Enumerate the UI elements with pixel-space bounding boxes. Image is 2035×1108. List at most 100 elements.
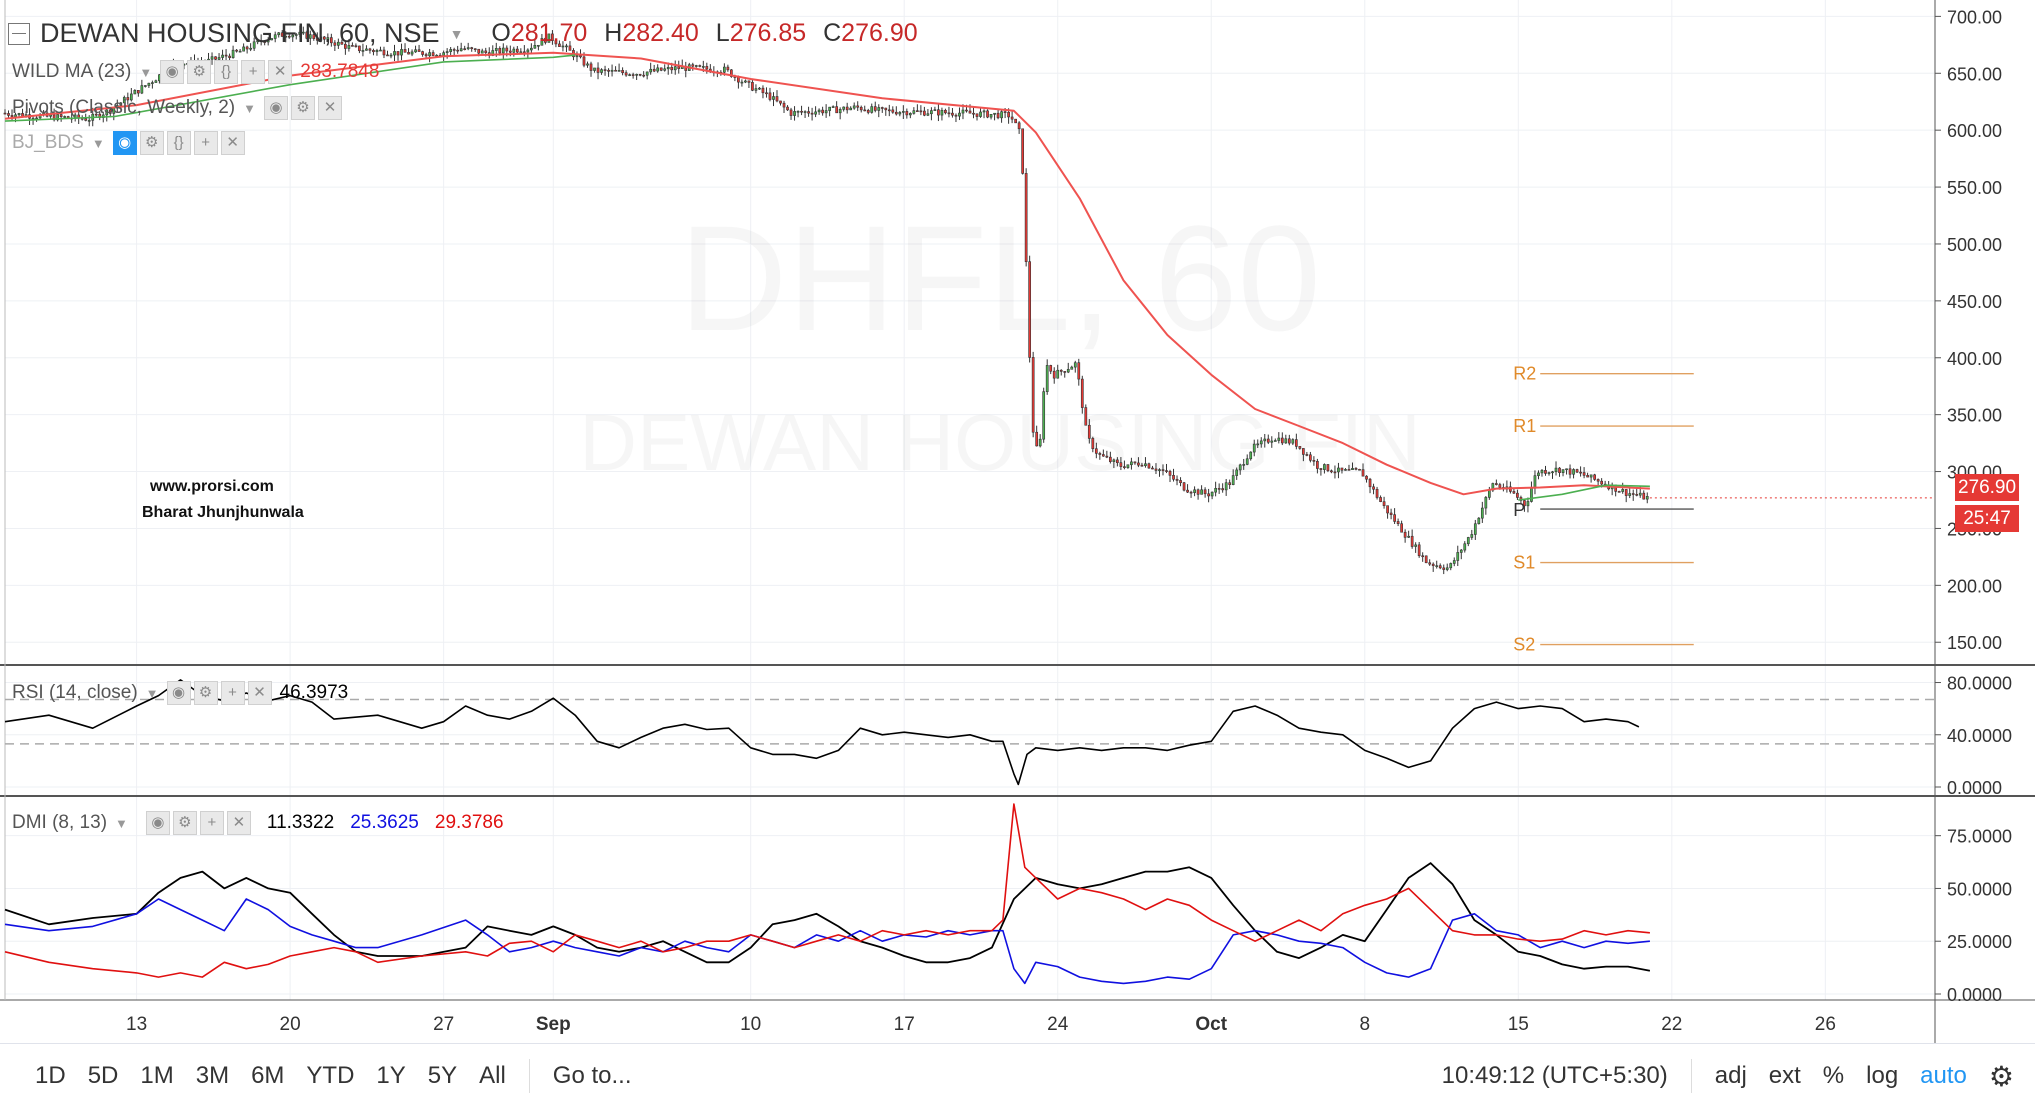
wild-ma-controls: ◉ ⚙ {} + ✕: [160, 60, 293, 84]
bj-bds-legend: BJ_BDS ▼ ◉ ⚙ {} + ✕: [12, 131, 245, 155]
range-1y-button[interactable]: 1Y: [376, 1062, 406, 1089]
rsi-dropdown-icon[interactable]: ▼: [145, 685, 159, 701]
candle-body: [1586, 475, 1589, 478]
wild-ma-settings-icon[interactable]: ⚙: [187, 60, 212, 84]
range-5d-button[interactable]: 5D: [87, 1062, 119, 1089]
rsi-remove-icon[interactable]: ✕: [247, 681, 272, 705]
rsi-add-icon[interactable]: +: [220, 681, 245, 705]
chart-settings-gear-icon[interactable]: ⚙: [1988, 1060, 2014, 1092]
price-axis-tick-label: 550.00: [1947, 178, 2002, 198]
candle-body: [1266, 438, 1270, 443]
price-axis-tick-label: 350.00: [1947, 406, 2002, 426]
candle-body: [277, 32, 281, 36]
range-3m-button[interactable]: 3M: [195, 1062, 230, 1089]
auto-toggle[interactable]: auto: [1920, 1062, 1967, 1089]
candle-body: [782, 102, 786, 108]
range-all-button[interactable]: All: [479, 1062, 506, 1089]
candle-body: [256, 40, 260, 43]
candle-body: [835, 106, 839, 114]
candle-body: [796, 110, 800, 113]
bj-bds-visibility-icon[interactable]: ◉: [112, 131, 137, 155]
candle-body: [873, 106, 877, 111]
dmi-label[interactable]: DMI (8, 13): [12, 812, 108, 833]
range-ytd-button[interactable]: YTD: [306, 1062, 355, 1089]
candle-body: [224, 54, 228, 57]
wild-ma-remove-icon[interactable]: ✕: [268, 60, 293, 84]
bj-bds-add-icon[interactable]: +: [193, 131, 218, 155]
wild-ma-add-icon[interactable]: +: [241, 60, 266, 84]
candle-body: [849, 107, 853, 111]
candle-body: [235, 49, 238, 52]
candle-body: [1624, 489, 1628, 496]
candle-body: [533, 45, 537, 49]
candle-body: [105, 109, 109, 116]
symbol-title[interactable]: DEWAN HOUSING FIN, 60, NSE: [40, 18, 440, 48]
candle-body: [933, 109, 937, 111]
dmi-visibility-icon[interactable]: ◉: [145, 811, 170, 835]
timezone-clock[interactable]: 10:49:12 (UTC+5:30): [1441, 1062, 1668, 1089]
candle-body: [1256, 443, 1260, 446]
pivots-remove-icon[interactable]: ✕: [318, 96, 342, 120]
bj-bds-dropdown-icon[interactable]: ▼: [91, 135, 105, 151]
candle-body: [424, 54, 428, 57]
log-toggle[interactable]: log: [1866, 1062, 1899, 1089]
candle-body: [144, 85, 147, 87]
candle-body: [249, 47, 252, 50]
bj-bds-source-icon[interactable]: {}: [166, 131, 191, 155]
rsi-label[interactable]: RSI (14, close): [12, 682, 138, 703]
candle-body: [1593, 474, 1596, 480]
candle-body: [600, 69, 603, 73]
candle-body: [259, 40, 263, 42]
rsi-visibility-icon[interactable]: ◉: [166, 681, 191, 705]
candle-body: [1168, 471, 1172, 476]
pivots-settings-icon[interactable]: ⚙: [291, 96, 315, 120]
wild-ma-dropdown-icon[interactable]: ▼: [139, 64, 153, 80]
rsi-settings-icon[interactable]: ⚙: [193, 681, 218, 705]
bj-bds-label[interactable]: BJ_BDS: [12, 132, 84, 153]
candle-body: [368, 48, 372, 51]
wild-ma-label[interactable]: WILD MA (23): [12, 61, 132, 82]
candle-body: [126, 97, 130, 101]
candle-body: [1375, 488, 1379, 498]
bj-bds-settings-icon[interactable]: ⚙: [139, 131, 164, 155]
wild-ma-source-icon[interactable]: {}: [214, 60, 239, 84]
candle-body: [17, 113, 21, 116]
main-pane-collapse-icon[interactable]: [8, 22, 30, 45]
candle-body: [389, 54, 393, 57]
candle-body: [1565, 468, 1568, 471]
dmi-add-icon[interactable]: +: [199, 811, 224, 835]
dmi-controls: ◉ ⚙ + ✕: [145, 811, 251, 835]
percent-toggle[interactable]: %: [1822, 1062, 1845, 1089]
range-5y-button[interactable]: 5Y: [427, 1062, 458, 1089]
candle-body: [544, 38, 547, 43]
pivots-dropdown-icon[interactable]: ▼: [243, 100, 256, 116]
symbol-dropdown-icon[interactable]: ▼: [449, 25, 464, 42]
candle-body: [635, 74, 638, 76]
ext-toggle[interactable]: ext: [1768, 1062, 1801, 1089]
candle-body: [1326, 464, 1330, 472]
adj-toggle[interactable]: adj: [1714, 1062, 1747, 1089]
candle-body: [1589, 474, 1593, 478]
dmi-remove-icon[interactable]: ✕: [226, 811, 251, 835]
candle-body: [1431, 563, 1435, 567]
pivots-visibility-icon[interactable]: ◉: [264, 96, 288, 120]
range-1d-button[interactable]: 1D: [35, 1062, 66, 1089]
goto-date-button[interactable]: Go to...: [552, 1062, 632, 1089]
range-6m-button[interactable]: 6M: [251, 1062, 285, 1089]
candle-body: [589, 63, 593, 71]
pivots-label[interactable]: Pivots (Classic, Weekly, 2): [12, 97, 236, 118]
candle-body: [1638, 492, 1642, 496]
wild-ma-visibility-icon[interactable]: ◉: [160, 60, 185, 84]
pivot-label-p: P: [1513, 500, 1525, 520]
price-axis-tick-label: 150.00: [1947, 633, 2002, 653]
bj-bds-remove-icon[interactable]: ✕: [220, 131, 245, 155]
candle-body: [887, 109, 891, 112]
candle-body: [10, 115, 14, 118]
candle-body: [326, 37, 330, 40]
range-1m-button[interactable]: 1M: [140, 1062, 174, 1089]
wild-ma-value: 283.7848: [300, 61, 380, 82]
dmi-dropdown-icon[interactable]: ▼: [115, 815, 128, 831]
candle-body: [1179, 480, 1182, 484]
dmi-settings-icon[interactable]: ⚙: [172, 811, 197, 835]
